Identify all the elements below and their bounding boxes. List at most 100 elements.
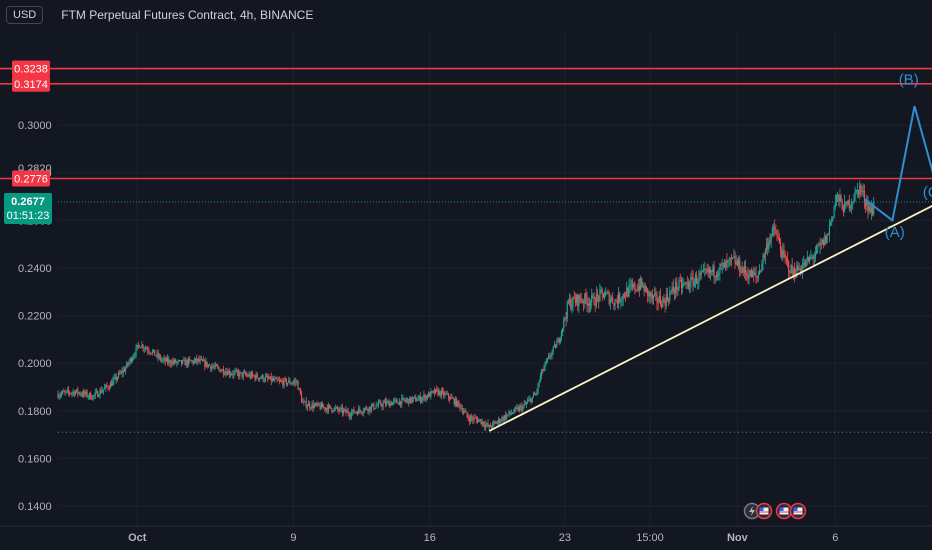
candle-body xyxy=(256,374,258,378)
candle-body xyxy=(319,405,321,409)
candle-body xyxy=(771,228,773,236)
candle-body xyxy=(185,360,187,366)
candle-body xyxy=(316,403,318,405)
candle-body xyxy=(201,359,204,362)
candle-body xyxy=(859,184,861,195)
candle-body xyxy=(838,194,840,201)
candle-body xyxy=(751,271,754,278)
candle-body xyxy=(249,374,251,378)
candle-body xyxy=(212,366,214,368)
candle-body xyxy=(182,360,184,364)
candle-body xyxy=(225,371,227,374)
candle-body xyxy=(60,393,63,395)
candle-body xyxy=(844,202,846,213)
candle-body xyxy=(437,389,439,395)
candle-body xyxy=(267,376,269,379)
candle-body xyxy=(592,295,594,297)
candle-body xyxy=(584,293,586,304)
candle-body xyxy=(809,257,811,262)
candle-body xyxy=(125,367,127,372)
event-icons[interactable] xyxy=(743,502,807,520)
candle-body xyxy=(94,392,96,396)
flag-event-icon[interactable] xyxy=(755,502,773,520)
candle-body xyxy=(530,398,532,403)
candle-body xyxy=(282,381,284,386)
candle-body xyxy=(59,394,61,396)
candle-body xyxy=(228,370,230,375)
candle-body xyxy=(148,350,150,353)
x-tick-label: Oct xyxy=(128,532,147,544)
support-trendline[interactable] xyxy=(488,182,932,432)
candle-body xyxy=(384,401,387,405)
candle-body xyxy=(363,408,366,412)
candle-body xyxy=(803,262,805,266)
drawing-lines[interactable] xyxy=(0,67,932,433)
candle-body xyxy=(806,256,808,260)
candle-body xyxy=(629,285,631,287)
candle-body xyxy=(693,281,695,287)
candle-body xyxy=(333,407,335,412)
candle-body xyxy=(462,411,465,413)
candle-body xyxy=(346,411,348,413)
candle-body xyxy=(123,369,125,372)
candle-body xyxy=(360,410,362,413)
candle-body xyxy=(866,202,868,207)
flag-event-icon[interactable] xyxy=(789,502,807,520)
candle-body xyxy=(171,361,173,365)
candle-body xyxy=(432,390,434,392)
candle-body xyxy=(587,303,589,306)
candle-body xyxy=(846,201,848,205)
candle-body xyxy=(199,359,201,362)
candle-body xyxy=(686,282,688,284)
candle-body xyxy=(396,399,398,403)
candle-body xyxy=(57,394,59,398)
candle-body xyxy=(404,400,406,402)
elliott-wave-drawing[interactable]: (A) (B) (C) xyxy=(863,72,932,241)
candle-body xyxy=(137,344,139,346)
candle-body xyxy=(375,405,377,409)
candle-body xyxy=(595,293,597,306)
candle-body xyxy=(549,355,551,358)
candle-body xyxy=(760,270,762,272)
candle-body xyxy=(813,256,815,259)
candle-body xyxy=(621,299,623,301)
candle-body xyxy=(507,414,509,416)
candle-body xyxy=(872,207,874,215)
candle-body xyxy=(684,283,686,285)
flag-event-icon[interactable] xyxy=(775,502,793,520)
candle-body xyxy=(356,412,359,415)
candle-body xyxy=(80,394,82,396)
candle-body xyxy=(394,399,396,401)
candle-body xyxy=(365,407,367,409)
candle-body xyxy=(436,389,438,391)
candle-body xyxy=(383,401,385,403)
wave-path[interactable] xyxy=(863,105,932,223)
candle-body xyxy=(599,290,601,301)
candle-body xyxy=(466,411,468,417)
candle-body xyxy=(105,385,107,388)
candle-body xyxy=(71,392,73,394)
candle-body xyxy=(92,395,94,400)
candle-body xyxy=(545,361,547,363)
candle-body xyxy=(664,300,666,306)
candle-body xyxy=(845,201,847,203)
candle-body xyxy=(722,262,724,265)
candle-body xyxy=(348,414,350,417)
candle-body xyxy=(511,413,514,415)
candle-body xyxy=(253,375,255,377)
candle-body xyxy=(524,403,526,405)
candle-body xyxy=(309,403,311,408)
candle-body xyxy=(703,269,705,271)
candle-body xyxy=(151,351,153,354)
candle-body xyxy=(555,344,557,348)
candle-body xyxy=(775,229,777,235)
candle-body xyxy=(529,398,531,400)
candle-body xyxy=(638,286,641,290)
currency-badge[interactable]: USD xyxy=(6,6,44,24)
candle-body xyxy=(691,277,693,279)
candle-body xyxy=(559,338,561,343)
candle-body xyxy=(133,355,135,359)
candle-body xyxy=(447,393,449,398)
